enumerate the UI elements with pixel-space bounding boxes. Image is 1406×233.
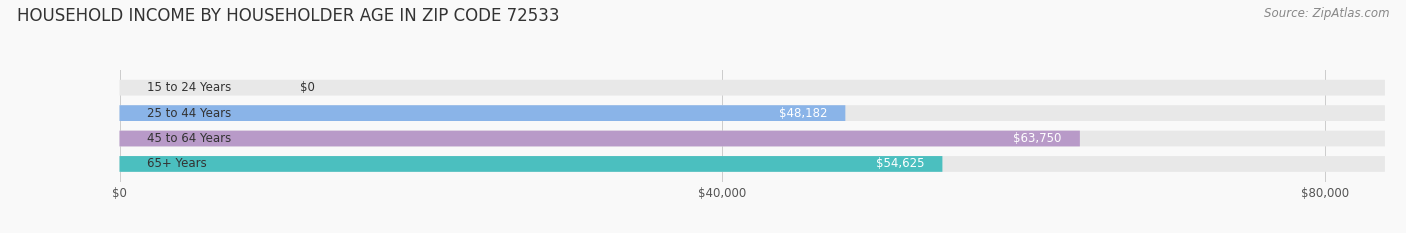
Text: HOUSEHOLD INCOME BY HOUSEHOLDER AGE IN ZIP CODE 72533: HOUSEHOLD INCOME BY HOUSEHOLDER AGE IN Z…	[17, 7, 560, 25]
FancyBboxPatch shape	[120, 105, 1385, 121]
Text: 25 to 44 Years: 25 to 44 Years	[146, 107, 231, 120]
Text: Source: ZipAtlas.com: Source: ZipAtlas.com	[1264, 7, 1389, 20]
FancyBboxPatch shape	[120, 131, 1080, 146]
Text: $0: $0	[301, 81, 315, 94]
Text: 45 to 64 Years: 45 to 64 Years	[146, 132, 231, 145]
Text: $63,750: $63,750	[1014, 132, 1062, 145]
FancyBboxPatch shape	[120, 80, 1385, 96]
FancyBboxPatch shape	[120, 156, 1385, 172]
FancyBboxPatch shape	[120, 105, 845, 121]
Text: 65+ Years: 65+ Years	[146, 158, 207, 171]
Text: 15 to 24 Years: 15 to 24 Years	[146, 81, 231, 94]
Text: $48,182: $48,182	[779, 107, 827, 120]
Text: $54,625: $54,625	[876, 158, 924, 171]
FancyBboxPatch shape	[120, 156, 942, 172]
FancyBboxPatch shape	[120, 131, 1385, 146]
